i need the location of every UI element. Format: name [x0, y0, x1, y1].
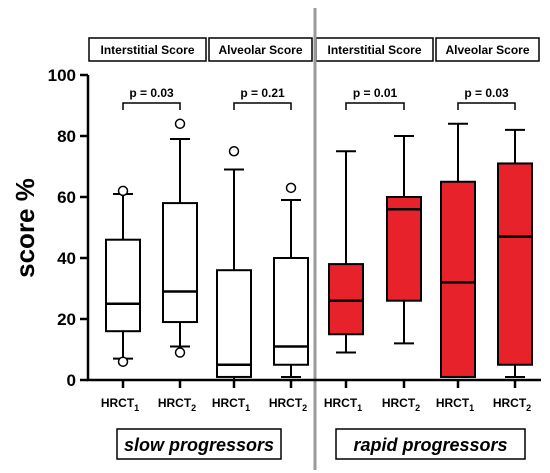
y-axis-label: score % [10, 178, 40, 278]
x-category-subscript: 2 [302, 403, 307, 413]
x-category-subscript: 1 [245, 403, 250, 413]
pvalue-bracket-4: p = 0.03 [457, 86, 516, 110]
header-interstitial-rapid: Interstitial Score [327, 43, 421, 57]
iqr-box [440, 180, 476, 378]
x-category-label: HRCT1 [436, 396, 474, 413]
iqr-box [328, 263, 364, 336]
y-tick-label: 80 [57, 127, 76, 146]
footer-box-rapid [335, 428, 526, 460]
y-tick-label: 100 [48, 66, 76, 85]
y-tick-label: 60 [57, 188, 76, 207]
pvalue-label: p = 0.01 [353, 86, 398, 100]
header-interstitial-slow: Interstitial Score [100, 43, 194, 57]
outlier-point [117, 356, 129, 367]
iqr-box [273, 257, 309, 366]
x-category-subscript: 1 [469, 403, 474, 413]
box-1 [105, 185, 141, 367]
iqr-box [216, 269, 252, 378]
x-category-subscript: 1 [134, 403, 139, 413]
pvalue-label: p = 0.03 [129, 86, 174, 100]
bracket-line [233, 102, 292, 110]
bracket-line [122, 102, 181, 110]
pvalue-bracket-2: p = 0.21 [233, 86, 292, 110]
outlier-point [174, 347, 186, 358]
header-box-1 [88, 37, 207, 62]
outlier-point [117, 185, 129, 197]
footer-box-slow [116, 428, 282, 460]
x-category-subscript: 2 [415, 403, 420, 413]
axes: 0 20 40 60 80 100 [48, 66, 541, 390]
outlier-point [228, 146, 240, 157]
x-category-subscript: 1 [357, 403, 362, 413]
pvalue-label: p = 0.03 [464, 86, 509, 100]
iqr-box [497, 162, 533, 366]
iqr-box [386, 196, 422, 302]
x-category-label: HRCT1 [101, 396, 139, 413]
box-7 [440, 122, 476, 378]
boxes [105, 118, 533, 381]
x-category-label: HRCT2 [158, 396, 196, 413]
pvalue-label: p = 0.21 [240, 86, 285, 100]
iqr-box [162, 202, 198, 324]
x-category-labels: HRCT1 HRCT2 HRCT1 HRCT2 HRCT1 HRCT2 HRCT1 HRCT2 [101, 396, 531, 413]
outlier-point [174, 118, 186, 130]
group-label-rapid: rapid progressors [353, 435, 507, 455]
pvalue-bracket-1: p = 0.03 [122, 86, 181, 110]
box-5 [328, 150, 364, 354]
x-category-label: HRCT2 [382, 396, 420, 413]
header-box-4 [435, 37, 540, 62]
x-category-subscript: 2 [191, 403, 196, 413]
box-2 [162, 118, 198, 358]
x-category-label: HRCT2 [493, 396, 531, 413]
pvalue-bracket-3: p = 0.01 [345, 86, 405, 110]
header-alveolar-rapid: Alveolar Score [445, 43, 529, 57]
header-box-2 [208, 37, 313, 62]
y-tick-label: 0 [67, 371, 76, 390]
group-footers: slow progressors rapid progressors [116, 428, 526, 460]
p-value-brackets: p = 0.03 p = 0.21 p = 0.01 p = 0.03 [122, 86, 516, 110]
group-label-slow: slow progressors [124, 435, 274, 455]
x-category-label: HRCT1 [324, 396, 362, 413]
header-alveolar-slow: Alveolar Score [218, 43, 302, 57]
bracket-line [457, 102, 516, 110]
box-6 [386, 135, 422, 345]
box-3 [216, 146, 252, 381]
iqr-box [105, 238, 141, 333]
outlier-point [285, 182, 297, 194]
y-tick-label: 20 [57, 310, 76, 329]
box-4 [273, 182, 309, 378]
y-tick-label: 40 [57, 249, 76, 268]
x-category-label: HRCT1 [212, 396, 250, 413]
x-category-subscript: 2 [526, 403, 531, 413]
bracket-line [345, 102, 405, 110]
box-8 [497, 128, 533, 378]
x-category-label: HRCT2 [269, 396, 307, 413]
